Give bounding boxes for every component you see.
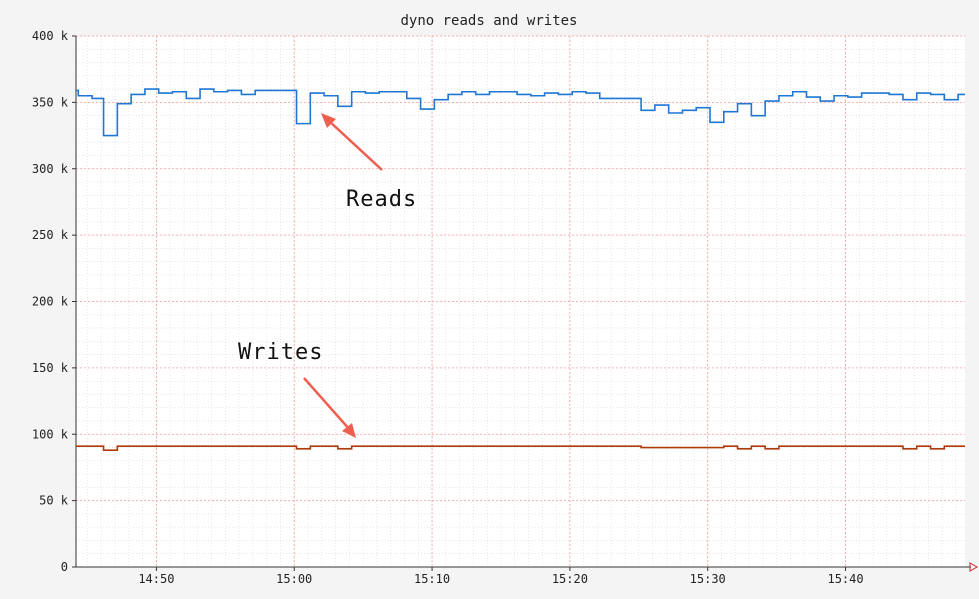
y-tick-label: 0 [61,560,68,574]
x-tick-label: 14:50 [138,572,174,586]
y-tick-label: 200 k [32,295,69,309]
grid-layer [76,35,965,568]
writes-annotation-label: Writes [238,340,323,365]
axis-layer [72,35,979,572]
writes-series-line [76,445,965,451]
reads-arrow-shaft [327,119,383,171]
writes-annotation: Writes [238,340,356,438]
y-tick-label: 350 k [32,95,69,109]
y-tick-label: 300 k [32,162,69,176]
x-tick-label: 15:20 [552,572,588,586]
reads-annotation-label: Reads [346,187,417,212]
reads-series-line [76,88,965,137]
y-tick-label: 50 k [39,494,69,508]
x-tick-label: 15:10 [414,572,450,586]
label-layer: 14:50 15:00 15:10 15:20 15:30 15:40 0 50 k 100 k… [32,29,864,586]
writes-arrow-shaft [303,377,351,431]
x-tick-label: 15:00 [276,572,312,586]
x-tick-label: 15:40 [827,572,863,586]
writes-arrow-head [342,423,356,438]
series-layer [76,88,965,451]
chart-title: dyno reads and writes [400,13,577,29]
reads-annotation: Reads [321,113,417,212]
y-tick-label: 150 k [32,361,69,375]
y-tick-label: 400 k [32,29,69,43]
reads-arrow-head [321,113,336,128]
x-tick-label: 15:30 [690,572,726,586]
y-tick-label: 100 k [32,427,69,441]
x-axis-arrow-icon [969,562,979,572]
y-tick-label: 250 k [32,228,69,242]
